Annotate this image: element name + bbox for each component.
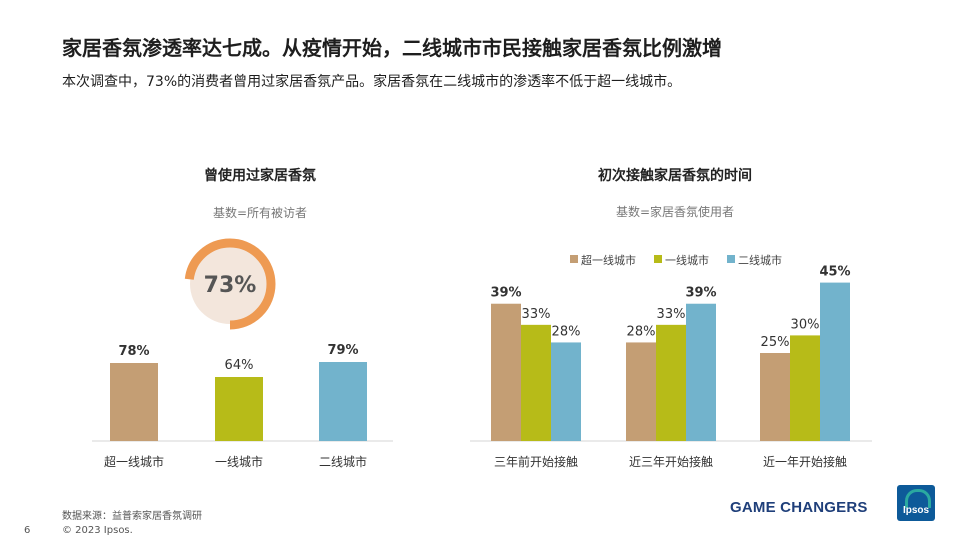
right-bar-1-0 bbox=[626, 342, 656, 441]
right-bar-label-2-2: 45% bbox=[819, 265, 850, 280]
page-number: 6 bbox=[24, 525, 31, 536]
left-bar-1 bbox=[215, 377, 263, 441]
right-bar-1-1 bbox=[656, 324, 686, 441]
logo-text: Ipsos bbox=[902, 505, 930, 516]
legend-swatch-1 bbox=[654, 255, 662, 263]
game-changers-tagline: GAME CHANGERS bbox=[730, 499, 868, 516]
right-chart-title: 初次接触家居香氛的时间 bbox=[598, 168, 752, 184]
right-bar-label-1-1: 33% bbox=[657, 307, 686, 322]
donut-center bbox=[190, 244, 270, 324]
right-category-2: 近一年开始接触 bbox=[763, 454, 847, 469]
right-bar-label-1-0: 28% bbox=[627, 324, 656, 339]
left-bar-label-1: 64% bbox=[225, 358, 254, 373]
right-bar-2-0 bbox=[760, 353, 790, 441]
left-chart-base: 基数=所有被访者 bbox=[212, 206, 308, 220]
left-category-0: 超一线城市 bbox=[104, 454, 164, 469]
left-category-1: 一线城市 bbox=[215, 454, 263, 469]
right-bar-2-1 bbox=[790, 335, 820, 441]
right-bar-2-2 bbox=[820, 282, 850, 441]
logo-arc-icon bbox=[905, 489, 931, 508]
ipsos-logo: Ipsos bbox=[897, 485, 935, 521]
data-source-note: 数据来源：益普索家居香氛调研 bbox=[62, 511, 202, 522]
right-bar-0-1 bbox=[521, 324, 551, 441]
copyright: © 2023 Ipsos. bbox=[62, 525, 133, 536]
right-bar-label-0-1: 33% bbox=[522, 307, 551, 322]
right-bar-0-0 bbox=[491, 303, 521, 441]
donut-slice bbox=[184, 238, 276, 330]
right-bar-label-2-1: 30% bbox=[791, 317, 820, 332]
legend-label-0: 超一线城市 bbox=[581, 253, 636, 267]
left-bar-2 bbox=[319, 362, 367, 441]
donut-label: 73% bbox=[204, 273, 257, 298]
page-subtitle: 本次调查中，73%的消费者曾用过家居香氛产品。家居香氛在二线城市的渗透率不低于超… bbox=[62, 74, 682, 90]
right-bar-0-2 bbox=[551, 342, 581, 441]
legend-label-2: 二线城市 bbox=[738, 253, 782, 267]
right-bar-label-2-0: 25% bbox=[761, 335, 790, 350]
left-bar-label-0: 78% bbox=[118, 344, 149, 359]
right-bar-label-0-0: 39% bbox=[490, 286, 521, 301]
legend-swatch-2 bbox=[727, 255, 735, 263]
right-bar-label-0-2: 28% bbox=[552, 324, 581, 339]
left-category-2: 二线城市 bbox=[319, 454, 367, 469]
legend-swatch-0 bbox=[570, 255, 578, 263]
right-bar-label-1-2: 39% bbox=[685, 286, 716, 301]
left-bar-0 bbox=[110, 363, 158, 441]
right-chart-base: 基数=家居香氛使用者 bbox=[615, 205, 735, 219]
right-category-0: 三年前开始接触 bbox=[494, 454, 578, 469]
legend-label-1: 一线城市 bbox=[665, 253, 709, 267]
right-category-1: 近三年开始接触 bbox=[629, 454, 713, 469]
page-title: 家居香氛渗透率达七成。从疫情开始，二线城市市民接触家居香氛比例激增 bbox=[62, 36, 722, 60]
left-chart-title: 曾使用过家居香氛 bbox=[204, 168, 316, 184]
left-bar-label-2: 79% bbox=[327, 343, 358, 358]
right-bar-1-2 bbox=[686, 303, 716, 441]
